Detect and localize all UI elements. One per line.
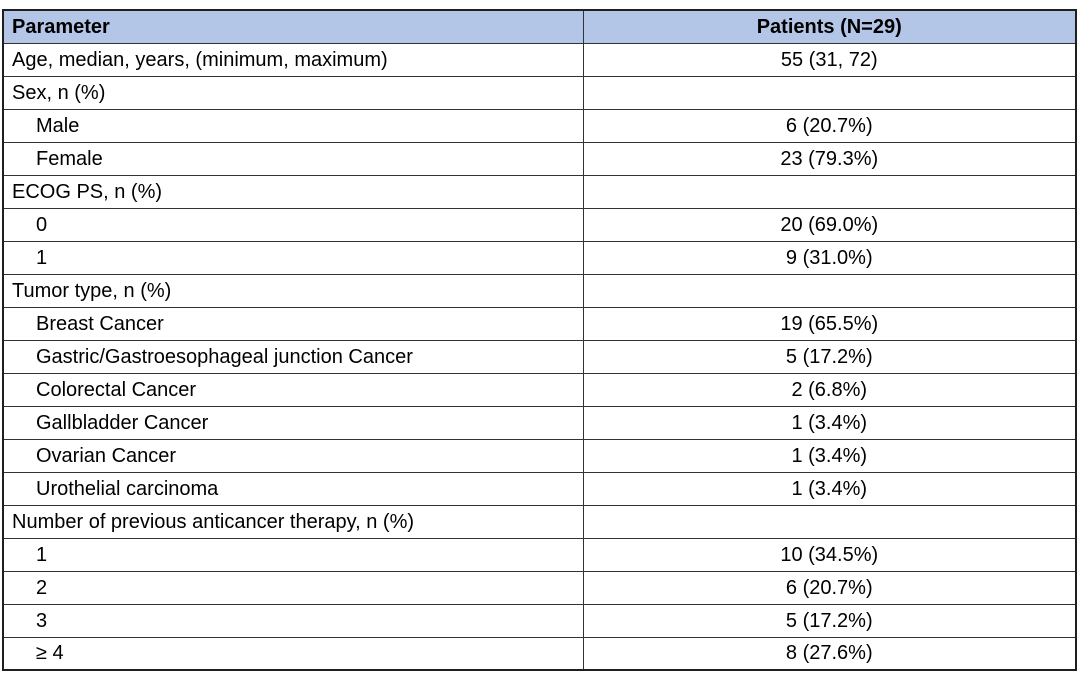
table-row: Number of previous anticancer therapy, n… xyxy=(2,504,1077,539)
table-row: ECOG PS, n (%) xyxy=(2,174,1077,209)
param-cell: Female xyxy=(2,141,584,176)
table-row: Urothelial carcinoma 1 (3.4%) xyxy=(2,471,1077,506)
value-cell: 6 (20.7%) xyxy=(582,570,1077,605)
value-cell: 1 (3.4%) xyxy=(582,438,1077,473)
value-cell: 6 (20.7%) xyxy=(582,108,1077,143)
param-cell: 1 xyxy=(2,240,584,275)
param-cell: ≥ 4 xyxy=(2,636,584,671)
table-row: Ovarian Cancer 1 (3.4%) xyxy=(2,438,1077,473)
value-cell: 1 (3.4%) xyxy=(582,471,1077,506)
param-cell: 1 xyxy=(2,537,584,572)
table-row: Male 6 (20.7%) xyxy=(2,108,1077,143)
value-cell: 20 (69.0%) xyxy=(582,207,1077,242)
param-cell: Age, median, years, (minimum, maximum) xyxy=(2,42,584,77)
param-cell: Sex, n (%) xyxy=(2,75,584,110)
param-cell: Male xyxy=(2,108,584,143)
param-cell: Gastric/Gastroesophageal junction Cancer xyxy=(2,339,584,374)
param-cell: Number of previous anticancer therapy, n… xyxy=(2,504,584,539)
value-cell: 8 (27.6%) xyxy=(582,636,1077,671)
header-row: Parameter Patients (N=29) xyxy=(2,9,1077,44)
table-row: Age, median, years, (minimum, maximum) 55… xyxy=(2,42,1077,77)
param-cell: ECOG PS, n (%) xyxy=(2,174,584,209)
table-body: Age, median, years, (minimum, maximum) 55… xyxy=(2,42,1077,671)
value-cell xyxy=(582,273,1077,308)
value-cell: 10 (34.5%) xyxy=(582,537,1077,572)
value-cell: 5 (17.2%) xyxy=(582,339,1077,374)
value-cell: 23 (79.3%) xyxy=(582,141,1077,176)
param-cell: Breast Cancer xyxy=(2,306,584,341)
value-cell: 9 (31.0%) xyxy=(582,240,1077,275)
param-cell: Tumor type, n (%) xyxy=(2,273,584,308)
patient-characteristics-table: Parameter Patients (N=29) Age, median, y… xyxy=(2,9,1077,671)
value-cell xyxy=(582,174,1077,209)
table-row: Breast Cancer 19 (65.5%) xyxy=(2,306,1077,341)
param-cell: 0 xyxy=(2,207,584,242)
table-row: Sex, n (%) xyxy=(2,75,1077,110)
value-cell: 19 (65.5%) xyxy=(582,306,1077,341)
value-cell: 2 (6.8%) xyxy=(582,372,1077,407)
param-cell: Ovarian Cancer xyxy=(2,438,584,473)
column-header-parameter: Parameter xyxy=(2,9,584,44)
table-row: Colorectal Cancer 2 (6.8%) xyxy=(2,372,1077,407)
value-cell xyxy=(582,504,1077,539)
param-cell: Colorectal Cancer xyxy=(2,372,584,407)
param-cell: Urothelial carcinoma xyxy=(2,471,584,506)
table-row: 0 20 (69.0%) xyxy=(2,207,1077,242)
table-row: Gastric/Gastroesophageal junction Cancer… xyxy=(2,339,1077,374)
value-cell: 55 (31, 72) xyxy=(582,42,1077,77)
table-row: 1 10 (34.5%) xyxy=(2,537,1077,572)
value-cell xyxy=(582,75,1077,110)
table-row: Female 23 (79.3%) xyxy=(2,141,1077,176)
column-header-patients: Patients (N=29) xyxy=(582,9,1077,44)
table-row: Tumor type, n (%) xyxy=(2,273,1077,308)
param-cell: Gallbladder Cancer xyxy=(2,405,584,440)
param-cell: 2 xyxy=(2,570,584,605)
table-row: Gallbladder Cancer 1 (3.4%) xyxy=(2,405,1077,440)
value-cell: 5 (17.2%) xyxy=(582,603,1077,638)
param-cell: 3 xyxy=(2,603,584,638)
value-cell: 1 (3.4%) xyxy=(582,405,1077,440)
